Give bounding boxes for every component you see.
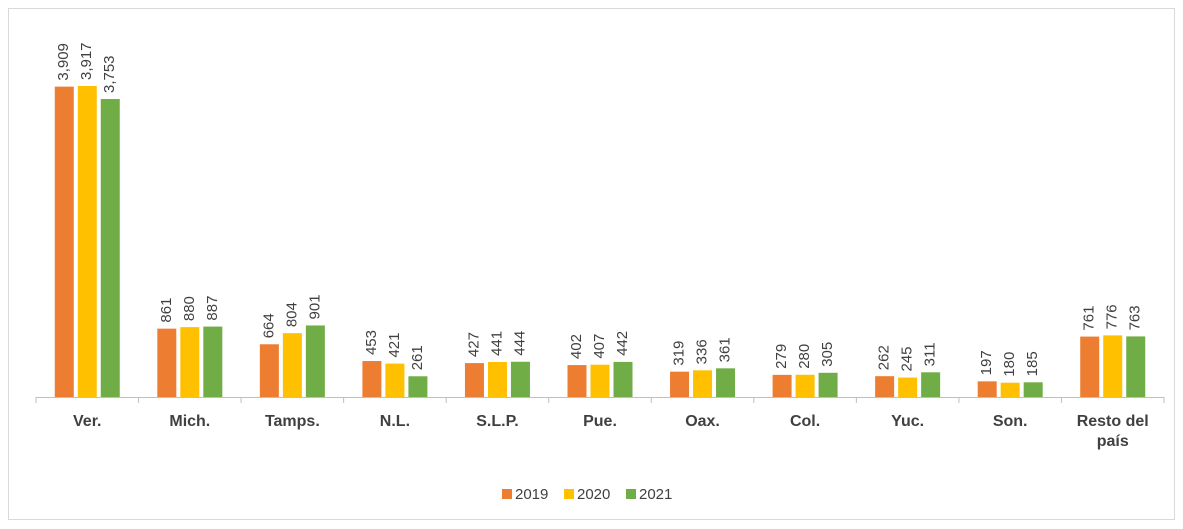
- x-tick-label: S.L.P.: [476, 413, 519, 430]
- x-tick-label: Mich.: [169, 413, 211, 430]
- chart-border: [8, 8, 1175, 520]
- bar: [613, 361, 633, 397]
- legend-swatch: [502, 489, 512, 499]
- bar: [510, 361, 530, 397]
- data-label: 261: [409, 345, 426, 370]
- legend-swatch: [626, 489, 636, 499]
- bar: [54, 86, 74, 397]
- bar: [100, 99, 120, 398]
- data-label: 861: [158, 298, 175, 323]
- data-label: 3,917: [78, 42, 95, 80]
- bar: [977, 381, 997, 397]
- bar: [693, 370, 713, 397]
- bar: [716, 368, 736, 397]
- data-label: 319: [671, 341, 688, 366]
- data-label: 761: [1081, 306, 1098, 331]
- bar: [408, 376, 428, 397]
- data-label: 880: [181, 296, 198, 321]
- data-label: 180: [1001, 352, 1018, 377]
- bar: [670, 371, 690, 397]
- bar: [1126, 336, 1146, 397]
- data-label: 311: [922, 342, 939, 366]
- data-label: 185: [1024, 351, 1041, 376]
- data-label: 262: [876, 345, 893, 370]
- legend-label: 2021: [639, 486, 672, 503]
- x-tick-label: Tamps.: [264, 413, 320, 430]
- data-label: 279: [773, 344, 790, 369]
- bar: [898, 377, 918, 397]
- data-label: 407: [591, 334, 608, 359]
- legend-swatch: [564, 489, 574, 499]
- data-label: 3,753: [101, 55, 118, 93]
- bar: [305, 325, 325, 397]
- bar: [385, 363, 405, 397]
- data-label: 305: [819, 342, 836, 367]
- bar: [1080, 336, 1100, 397]
- x-tick-label: N.L.: [379, 413, 411, 430]
- bar: [875, 376, 895, 397]
- data-label: 763: [1127, 305, 1144, 330]
- bar: [1103, 335, 1123, 397]
- data-label: 402: [568, 334, 585, 359]
- data-label: 361: [717, 337, 734, 362]
- bar: [921, 372, 941, 397]
- data-label: 442: [614, 331, 631, 356]
- bar: [795, 374, 815, 397]
- data-label: 901: [306, 294, 323, 319]
- bar: [362, 361, 382, 397]
- x-tick-label: Ver.: [73, 413, 102, 430]
- x-tick-label: Yuc.: [891, 413, 925, 430]
- data-label: 245: [899, 347, 916, 372]
- bar: [772, 374, 792, 397]
- data-label: 197: [978, 350, 995, 375]
- x-tick-label: Oax.: [685, 413, 720, 430]
- legend-label: 2020: [577, 486, 610, 503]
- data-label: 336: [694, 339, 711, 364]
- bar: [203, 326, 223, 397]
- bar: [487, 361, 507, 397]
- bar: [567, 365, 587, 397]
- data-label: 427: [465, 332, 482, 357]
- x-tick-label: Son.: [992, 413, 1028, 430]
- x-tick-label: Resto del país: [1076, 413, 1149, 450]
- data-label: 804: [283, 302, 300, 327]
- data-label: 3,909: [55, 43, 72, 81]
- data-label: 421: [386, 333, 403, 358]
- data-label: 776: [1104, 304, 1121, 329]
- bar: [259, 344, 279, 397]
- bar: [1023, 382, 1043, 397]
- bar: [590, 364, 610, 397]
- data-label: 280: [796, 344, 813, 369]
- legend-label: 2019: [515, 486, 548, 503]
- bar: [180, 327, 200, 397]
- x-tick-label: Pue.: [583, 413, 617, 430]
- bar: [818, 372, 838, 397]
- bar: [282, 333, 302, 397]
- x-tick-label: Col.: [789, 413, 821, 430]
- bar: [464, 363, 484, 397]
- data-label: 887: [204, 296, 221, 321]
- bar: [1000, 382, 1020, 397]
- data-label: 453: [363, 330, 380, 355]
- bar: [77, 86, 97, 397]
- data-label: 441: [488, 331, 505, 356]
- data-label: 664: [260, 313, 277, 338]
- data-label: 444: [511, 331, 528, 356]
- bar: [157, 328, 177, 397]
